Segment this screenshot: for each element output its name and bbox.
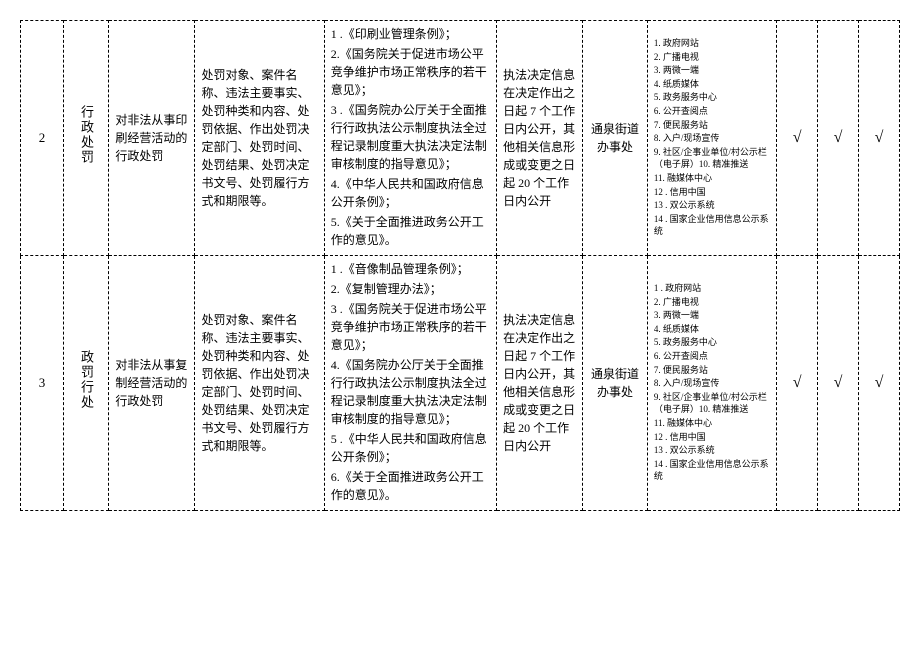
channel-line: 12 . 信用中国 bbox=[654, 186, 770, 199]
channel-line: 1 . 政府网站 bbox=[654, 282, 770, 295]
channel-line: 8. 入户/现场宣传 bbox=[654, 132, 770, 145]
disclosure-content: 处罚对象、案件名称、违法主要事实、处罚种类和内容、处罚依据、作出处罚决定部门、处… bbox=[195, 21, 324, 256]
basis-line: 1 .《音像制品管理条例》； bbox=[331, 260, 490, 278]
channel-line: 2. 广播电视 bbox=[654, 296, 770, 309]
disclosure-table: 2 行政处罚对非法从事印刷经营活动的行政处罚处罚对象、案件名称、违法主要事实、处罚… bbox=[20, 20, 900, 511]
category-type: 政罚行处 bbox=[64, 256, 109, 511]
channel-line: 6. 公开查阅点 bbox=[654, 350, 770, 363]
basis-line: 3 .《国务院办公厅关于全面推行行政执法公示制度执法全过程记录制度重大执法决定法… bbox=[331, 101, 490, 173]
item-title: 对非法从事复制经营活动的行政处罚 bbox=[109, 256, 195, 511]
table-row: 2 行政处罚对非法从事印刷经营活动的行政处罚处罚对象、案件名称、违法主要事实、处罚… bbox=[21, 21, 900, 256]
category-type: 行政处罚 bbox=[64, 21, 109, 256]
disclosure-channels: 1. 政府网站2. 广播电视3. 两微一端4. 纸质媒体5. 政务服务中心6. … bbox=[647, 21, 776, 256]
basis-line: 4.《中华人民共和国政府信息公开条例》； bbox=[331, 175, 490, 211]
category-type-text: 行政处罚 bbox=[76, 105, 96, 165]
channel-line: 2. 广播电视 bbox=[654, 51, 770, 64]
checkmark-cell: √ bbox=[818, 21, 859, 256]
channel-line: 14 . 国家企业信用信息公示系统 bbox=[654, 458, 770, 483]
channel-line: 12 . 信用中国 bbox=[654, 431, 770, 444]
channel-line: 1. 政府网站 bbox=[654, 37, 770, 50]
channel-line: 9. 社区/企事业单位/村公示栏（电子屏）10. 精准推送 bbox=[654, 391, 770, 416]
channel-line: 7. 便民服务站 bbox=[654, 119, 770, 132]
checkmark-cell: √ bbox=[818, 256, 859, 511]
channel-line: 5. 政务服务中心 bbox=[654, 91, 770, 104]
channel-line: 8. 入户/现场宣传 bbox=[654, 377, 770, 390]
basis-line: 2.《复制管理办法》； bbox=[331, 280, 490, 298]
channel-line: 7. 便民服务站 bbox=[654, 364, 770, 377]
responsible-org: 通泉街道办事处 bbox=[583, 21, 648, 256]
row-number: 3 bbox=[21, 256, 64, 511]
disclosure-content: 处罚对象、案件名称、违法主要事实、处罚种类和内容、处罚依据、作出处罚决定部门、处… bbox=[195, 256, 324, 511]
channel-line: 3. 两微一端 bbox=[654, 64, 770, 77]
basis-line: 3 .《国务院关于促进市场公平竞争维护市场正常秩序的若干意见》； bbox=[331, 300, 490, 354]
basis-line: 1 .《印刷业管理条例》； bbox=[331, 25, 490, 43]
legal-basis: 1 .《音像制品管理条例》； 2.《复制管理办法》； 3 .《国务院关于促进市场公平… bbox=[324, 256, 496, 511]
channel-line: 5. 政务服务中心 bbox=[654, 336, 770, 349]
checkmark-cell: √ bbox=[777, 256, 818, 511]
basis-line: 5 .《中华人民共和国政府信息公开条例》； bbox=[331, 430, 490, 466]
channel-line: 4. 纸质媒体 bbox=[654, 78, 770, 91]
channel-line: 11. 融媒体中心 bbox=[654, 172, 770, 185]
channel-line: 11. 融媒体中心 bbox=[654, 417, 770, 430]
basis-line: 6.《关于全面推进政务公开工作的意见》。 bbox=[331, 468, 490, 504]
channel-line: 9. 社区/企事业单位/村公示栏（电子屏）10. 精准推送 bbox=[654, 146, 770, 171]
channel-line: 13 . 双公示系统 bbox=[654, 444, 770, 457]
disclosure-channels: 1 . 政府网站2. 广播电视3. 两微一端4. 纸质媒体5. 政务服务中心6.… bbox=[647, 256, 776, 511]
channel-line: 13 . 双公示系统 bbox=[654, 199, 770, 212]
category-type-text: 政罚行处 bbox=[76, 350, 96, 410]
responsible-org: 通泉街道办事处 bbox=[583, 256, 648, 511]
legal-basis: 1 .《印刷业管理条例》； 2.《国务院关于促进市场公平竞争维护市场正常秩序的若干… bbox=[324, 21, 496, 256]
row-number: 2 bbox=[21, 21, 64, 256]
disclosure-time: 执法决定信息在决定作出之日起 7 个工作日内公开，其他相关信息形成或变更之日起 … bbox=[497, 256, 583, 511]
disclosure-time: 执法决定信息在决定作出之日起 7 个工作日内公开，其他相关信息形成或变更之日起 … bbox=[497, 21, 583, 256]
channel-line: 4. 纸质媒体 bbox=[654, 323, 770, 336]
table-row: 3 政罚行处对非法从事复制经营活动的行政处罚处罚对象、案件名称、违法主要事实、处罚… bbox=[21, 256, 900, 511]
item-title: 对非法从事印刷经营活动的行政处罚 bbox=[109, 21, 195, 256]
basis-line: 2.《国务院关于促进市场公平竞争维护市场正常秩序的若干意见》； bbox=[331, 45, 490, 99]
checkmark-cell: √ bbox=[858, 256, 899, 511]
checkmark-cell: √ bbox=[858, 21, 899, 256]
basis-line: 5.《关于全面推进政务公开工作的意见》。 bbox=[331, 213, 490, 249]
checkmark-cell: √ bbox=[777, 21, 818, 256]
channel-line: 6. 公开查阅点 bbox=[654, 105, 770, 118]
channel-line: 14 . 国家企业信用信息公示系统 bbox=[654, 213, 770, 238]
basis-line: 4.《国务院办公厅关于全面推行行政执法公示制度执法全过程记录制度重大执法决定法制… bbox=[331, 356, 490, 428]
channel-line: 3. 两微一端 bbox=[654, 309, 770, 322]
